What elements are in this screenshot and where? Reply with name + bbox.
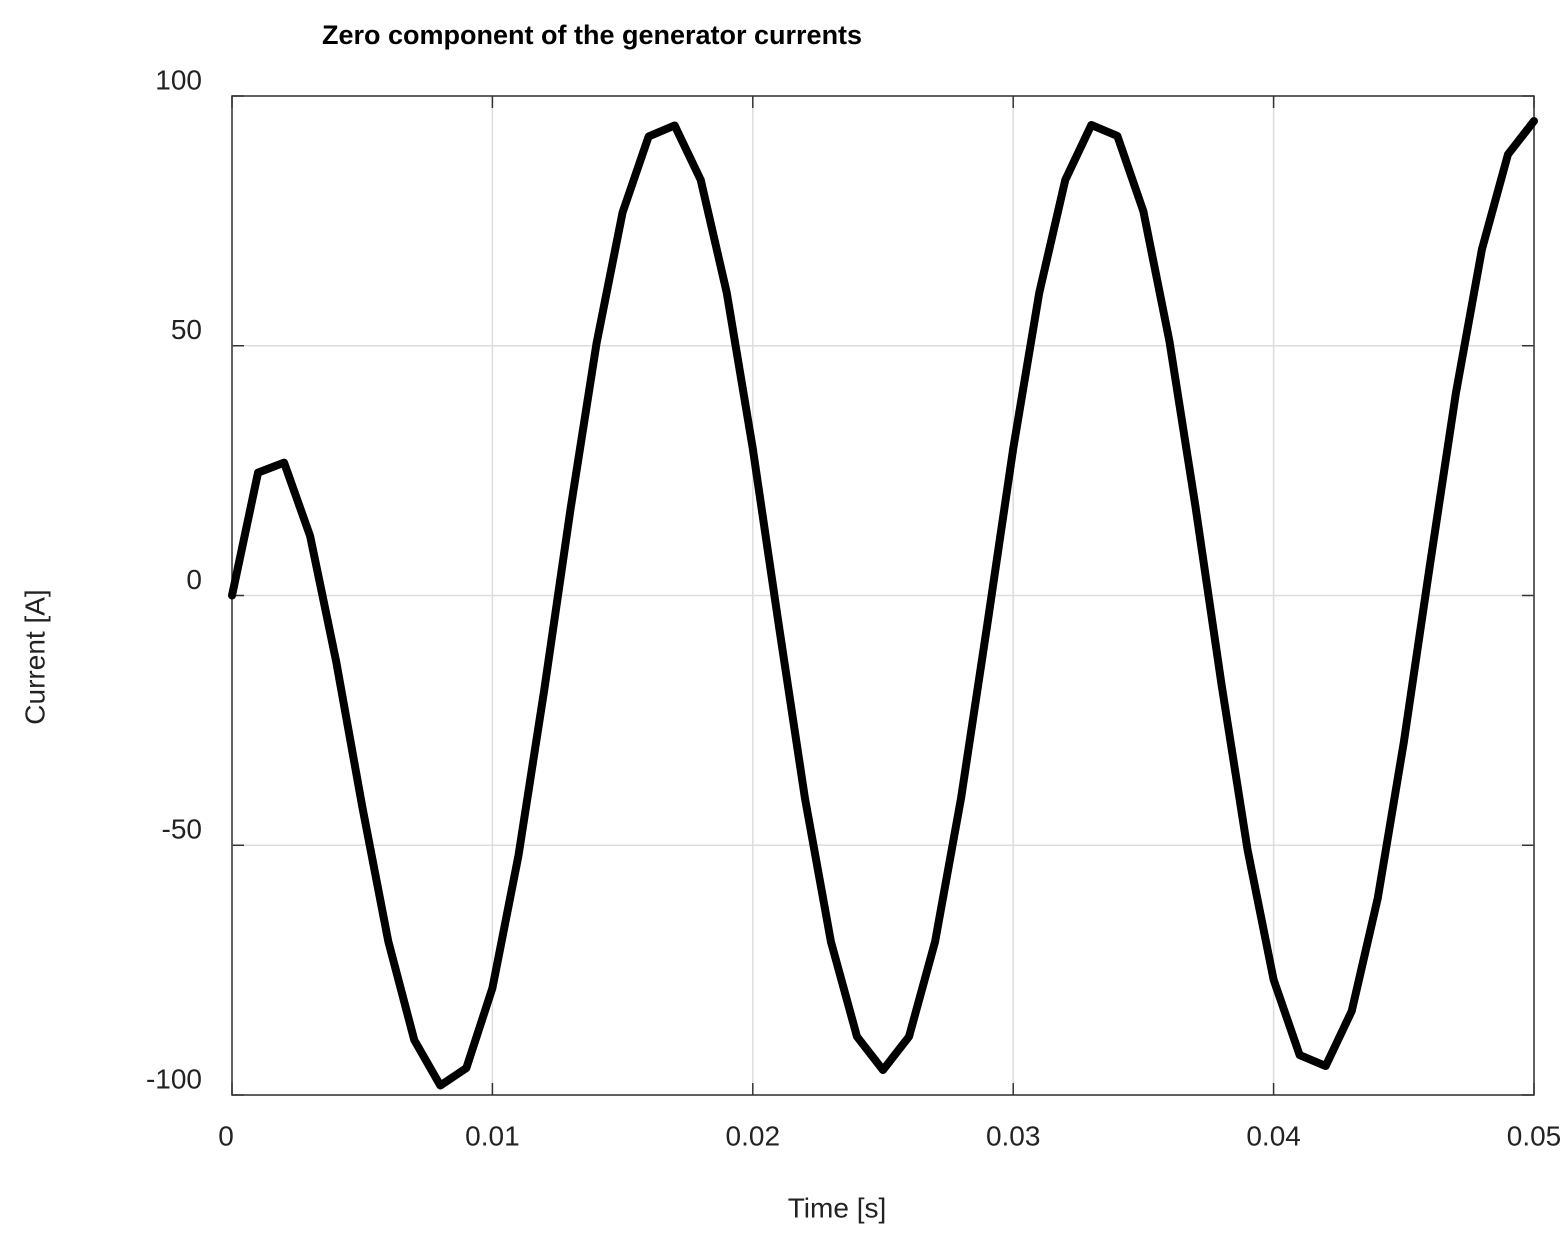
y-tick-label: -50 [162,814,202,845]
y-tick-label: -100 [146,1063,202,1094]
y-tick-label: 100 [155,64,202,95]
data-line [228,116,1538,1090]
y-tick-label: 50 [171,314,202,345]
chart-title: Zero component of the generator currents [322,20,862,50]
x-tick-label: 0.05 [1507,1120,1562,1151]
x-tick-label: 0.03 [986,1120,1041,1151]
y-tick-label: 0 [186,564,202,595]
x-tick-label: 0.01 [465,1120,520,1151]
x-tick-label: 0 [218,1120,234,1151]
x-tick-label: 0.04 [1246,1120,1301,1151]
x-tick-label: 0.02 [726,1120,781,1151]
x-axis-label: Time [s] [788,1192,887,1223]
y-axis-label: Current [A] [19,589,50,724]
